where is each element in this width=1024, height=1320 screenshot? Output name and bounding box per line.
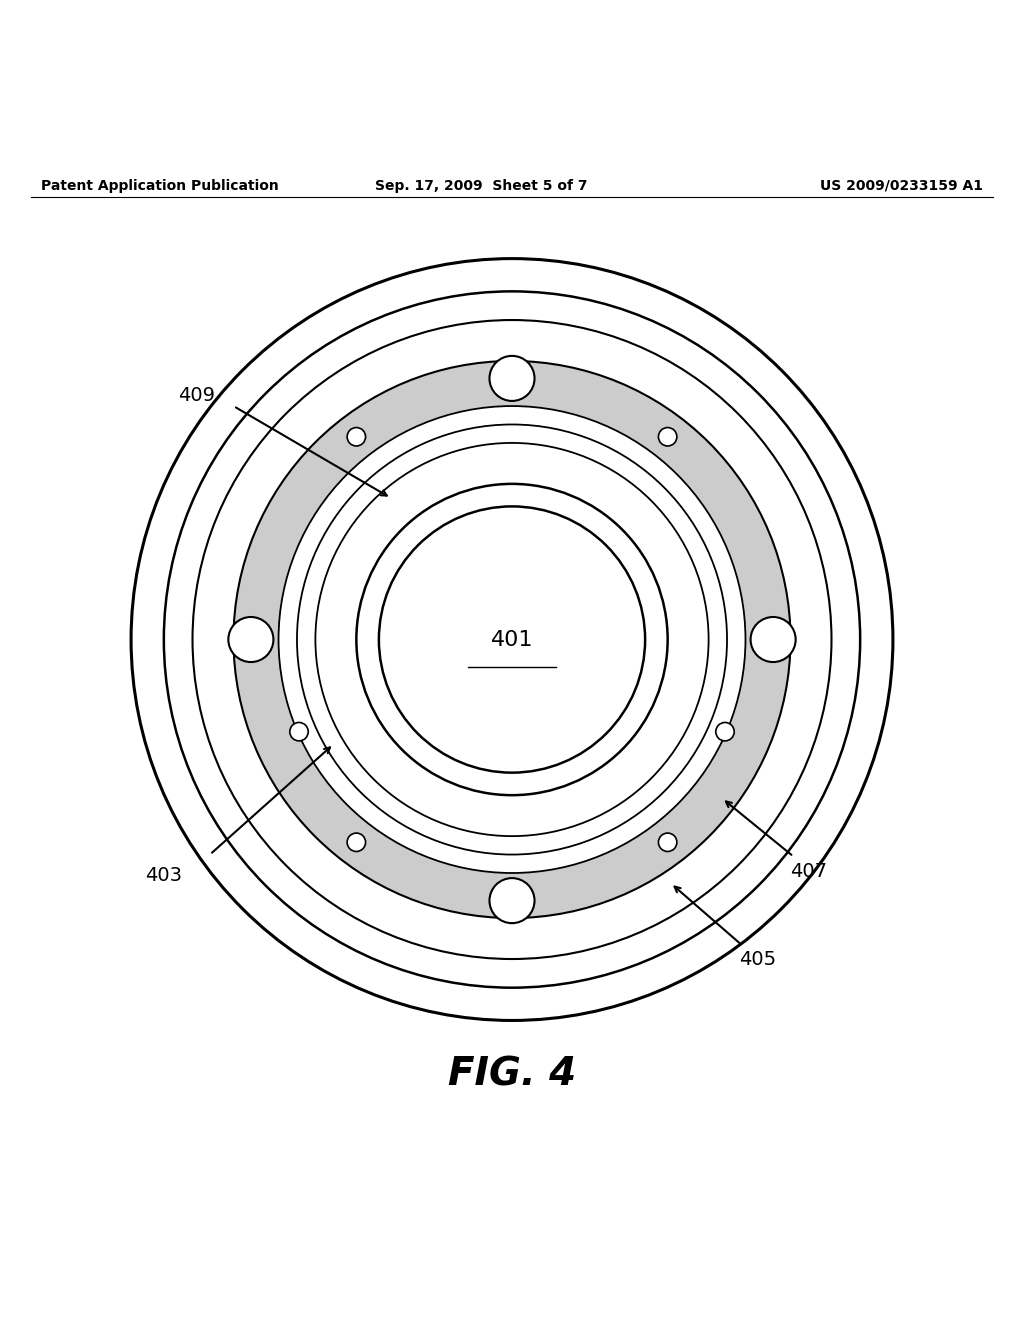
Circle shape (489, 356, 535, 401)
Text: 405: 405 (739, 949, 776, 969)
Circle shape (379, 507, 645, 772)
Circle shape (658, 428, 677, 446)
Circle shape (347, 428, 366, 446)
Text: 409: 409 (178, 387, 215, 405)
Circle shape (751, 616, 796, 663)
Circle shape (279, 407, 745, 873)
Circle shape (290, 722, 308, 741)
Circle shape (228, 616, 273, 663)
Circle shape (489, 878, 535, 923)
Text: US 2009/0233159 A1: US 2009/0233159 A1 (820, 180, 983, 193)
Text: 401: 401 (490, 630, 534, 649)
Text: Sep. 17, 2009  Sheet 5 of 7: Sep. 17, 2009 Sheet 5 of 7 (375, 180, 588, 193)
Text: Patent Application Publication: Patent Application Publication (41, 180, 279, 193)
Text: 403: 403 (145, 866, 182, 884)
Circle shape (716, 722, 734, 741)
Circle shape (658, 833, 677, 851)
Text: 407: 407 (791, 862, 827, 882)
Circle shape (233, 360, 791, 917)
Circle shape (347, 833, 366, 851)
Text: FIG. 4: FIG. 4 (447, 1056, 577, 1094)
